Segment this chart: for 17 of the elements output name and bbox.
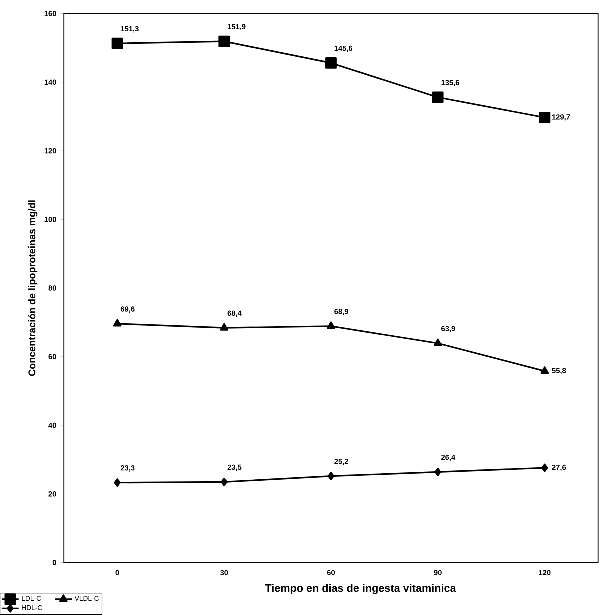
point (220, 478, 228, 486)
point (326, 322, 336, 330)
point (112, 38, 124, 50)
point (541, 464, 548, 472)
point (114, 478, 121, 488)
point (113, 319, 122, 327)
y-axis-title: Concentración de lipoproteinas mg/dl (28, 200, 38, 376)
point (540, 366, 549, 374)
point (432, 92, 444, 104)
point (434, 468, 442, 476)
point (539, 112, 550, 124)
point (325, 57, 337, 69)
point (328, 472, 334, 481)
x-axis-title: Tiempo en dias de ingesta vitaminica (265, 584, 456, 594)
point (220, 323, 228, 331)
point (434, 338, 442, 346)
point (218, 36, 230, 48)
